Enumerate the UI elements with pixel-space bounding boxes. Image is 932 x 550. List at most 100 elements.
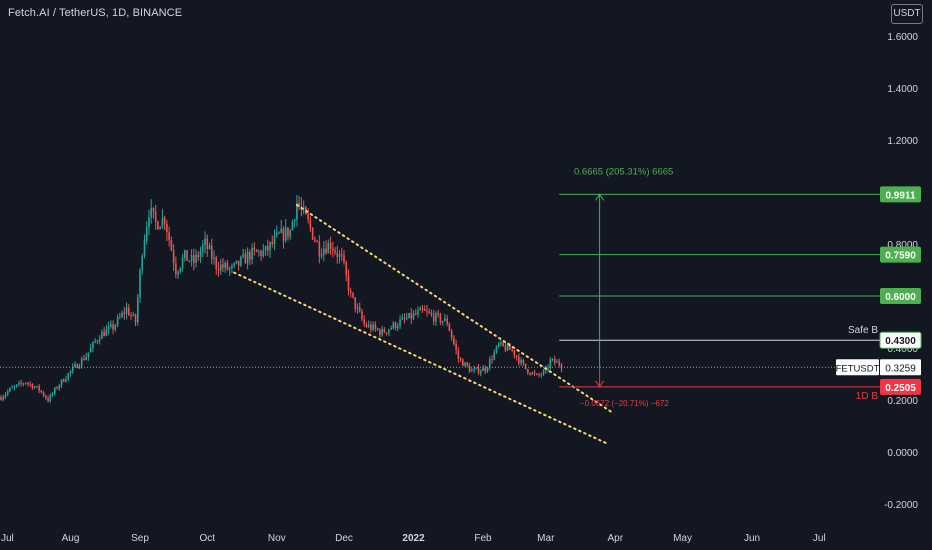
- candle-body: [45, 395, 47, 399]
- candle-body: [401, 317, 404, 320]
- candle-body: [253, 247, 256, 250]
- currency-button[interactable]: USDT: [891, 4, 923, 24]
- candle-body: [547, 367, 549, 369]
- candle-body: [511, 349, 513, 351]
- candle-body: [372, 324, 374, 330]
- measure-down-arrow: [595, 380, 605, 388]
- candle-body: [325, 248, 327, 254]
- candle-body: [141, 255, 144, 271]
- candle-body: [208, 245, 211, 250]
- candle-body: [527, 369, 529, 374]
- candle-body: [430, 312, 433, 315]
- candle-body: [403, 317, 406, 319]
- candle-body: [103, 331, 105, 336]
- candle-body: [40, 390, 43, 393]
- candle-body: [287, 227, 289, 237]
- candle-body: [390, 328, 392, 330]
- channel-lower-line: [233, 271, 610, 446]
- candle-body: [85, 356, 87, 360]
- candle-body: [42, 392, 45, 396]
- candle-body: [399, 319, 401, 327]
- price-level-annotation: Safe B: [848, 325, 878, 336]
- candle-body: [338, 254, 341, 257]
- candle-body: [558, 361, 561, 366]
- candle-body: [246, 252, 249, 264]
- y-tick-label: 1.4000: [887, 84, 918, 95]
- candle-body: [345, 262, 348, 276]
- candle-body: [506, 344, 509, 351]
- last-price-label: 0.3259: [885, 363, 916, 374]
- candle-body: [80, 358, 83, 367]
- candle-body: [388, 329, 390, 333]
- x-tick-label: Feb: [474, 533, 492, 544]
- candle-body: [376, 328, 379, 330]
- candle-body: [556, 361, 558, 363]
- candle-body: [533, 372, 536, 374]
- price-level-badge: [880, 378, 921, 395]
- candle-body: [269, 242, 271, 251]
- x-tick-label: Apr: [608, 533, 624, 544]
- candle-body: [464, 362, 466, 366]
- candle-body: [76, 364, 79, 369]
- candle-body: [475, 367, 478, 369]
- candle-body: [132, 314, 135, 316]
- candle-body: [488, 359, 491, 368]
- candle-body: [329, 242, 332, 249]
- candle-body: [370, 324, 372, 330]
- candle-body: [235, 260, 238, 264]
- candle-body: [94, 341, 96, 343]
- candle-body: [423, 309, 426, 311]
- candle-body: [408, 312, 410, 319]
- candle-body: [383, 329, 386, 333]
- candle-body: [316, 240, 318, 242]
- price-level-label: 0.2505: [885, 383, 916, 394]
- candle-body: [9, 387, 11, 392]
- candle-body: [62, 379, 65, 382]
- candle-body: [531, 372, 534, 375]
- candle-body: [161, 217, 164, 227]
- candle-body: [484, 367, 487, 372]
- candle-body: [215, 257, 218, 269]
- candle-body: [367, 324, 370, 327]
- x-tick-label: Dec: [335, 533, 353, 544]
- price-level-badge: [880, 246, 921, 263]
- candle-body: [96, 340, 99, 342]
- candle-body: [11, 387, 14, 389]
- candle-body: [356, 307, 359, 309]
- candle-body: [347, 275, 350, 291]
- candle-body: [217, 268, 220, 271]
- candle-body: [258, 251, 260, 253]
- candle-body: [291, 221, 294, 231]
- candle-body: [186, 250, 188, 261]
- candle-body: [255, 249, 258, 252]
- candle-body: [385, 332, 388, 334]
- candle-body: [412, 313, 415, 319]
- candle-body: [271, 242, 274, 244]
- candle-body: [219, 264, 222, 271]
- candle-body: [87, 352, 90, 357]
- candle-body: [289, 230, 292, 237]
- candle-body: [524, 363, 527, 370]
- candle-body: [298, 202, 300, 207]
- candle-body: [509, 344, 511, 350]
- candle-body: [179, 267, 182, 272]
- x-tick-label: Aug: [62, 533, 80, 544]
- candle-body: [354, 297, 357, 309]
- candle-body: [318, 241, 321, 257]
- candle-body: [273, 236, 276, 244]
- candle-body: [65, 379, 67, 382]
- candle-body: [307, 214, 309, 220]
- candle-body: [125, 307, 128, 314]
- candle-body: [127, 307, 130, 316]
- candle-body: [29, 383, 31, 385]
- y-tick-label: 0.4000: [887, 344, 918, 355]
- candle-body: [130, 315, 132, 317]
- candle-body: [471, 370, 473, 372]
- candle-body: [222, 264, 224, 268]
- candle-body: [22, 383, 25, 385]
- candle-body: [172, 250, 175, 264]
- x-tick-label: May: [673, 533, 692, 544]
- candle-body: [20, 382, 22, 384]
- candle-body: [47, 398, 49, 402]
